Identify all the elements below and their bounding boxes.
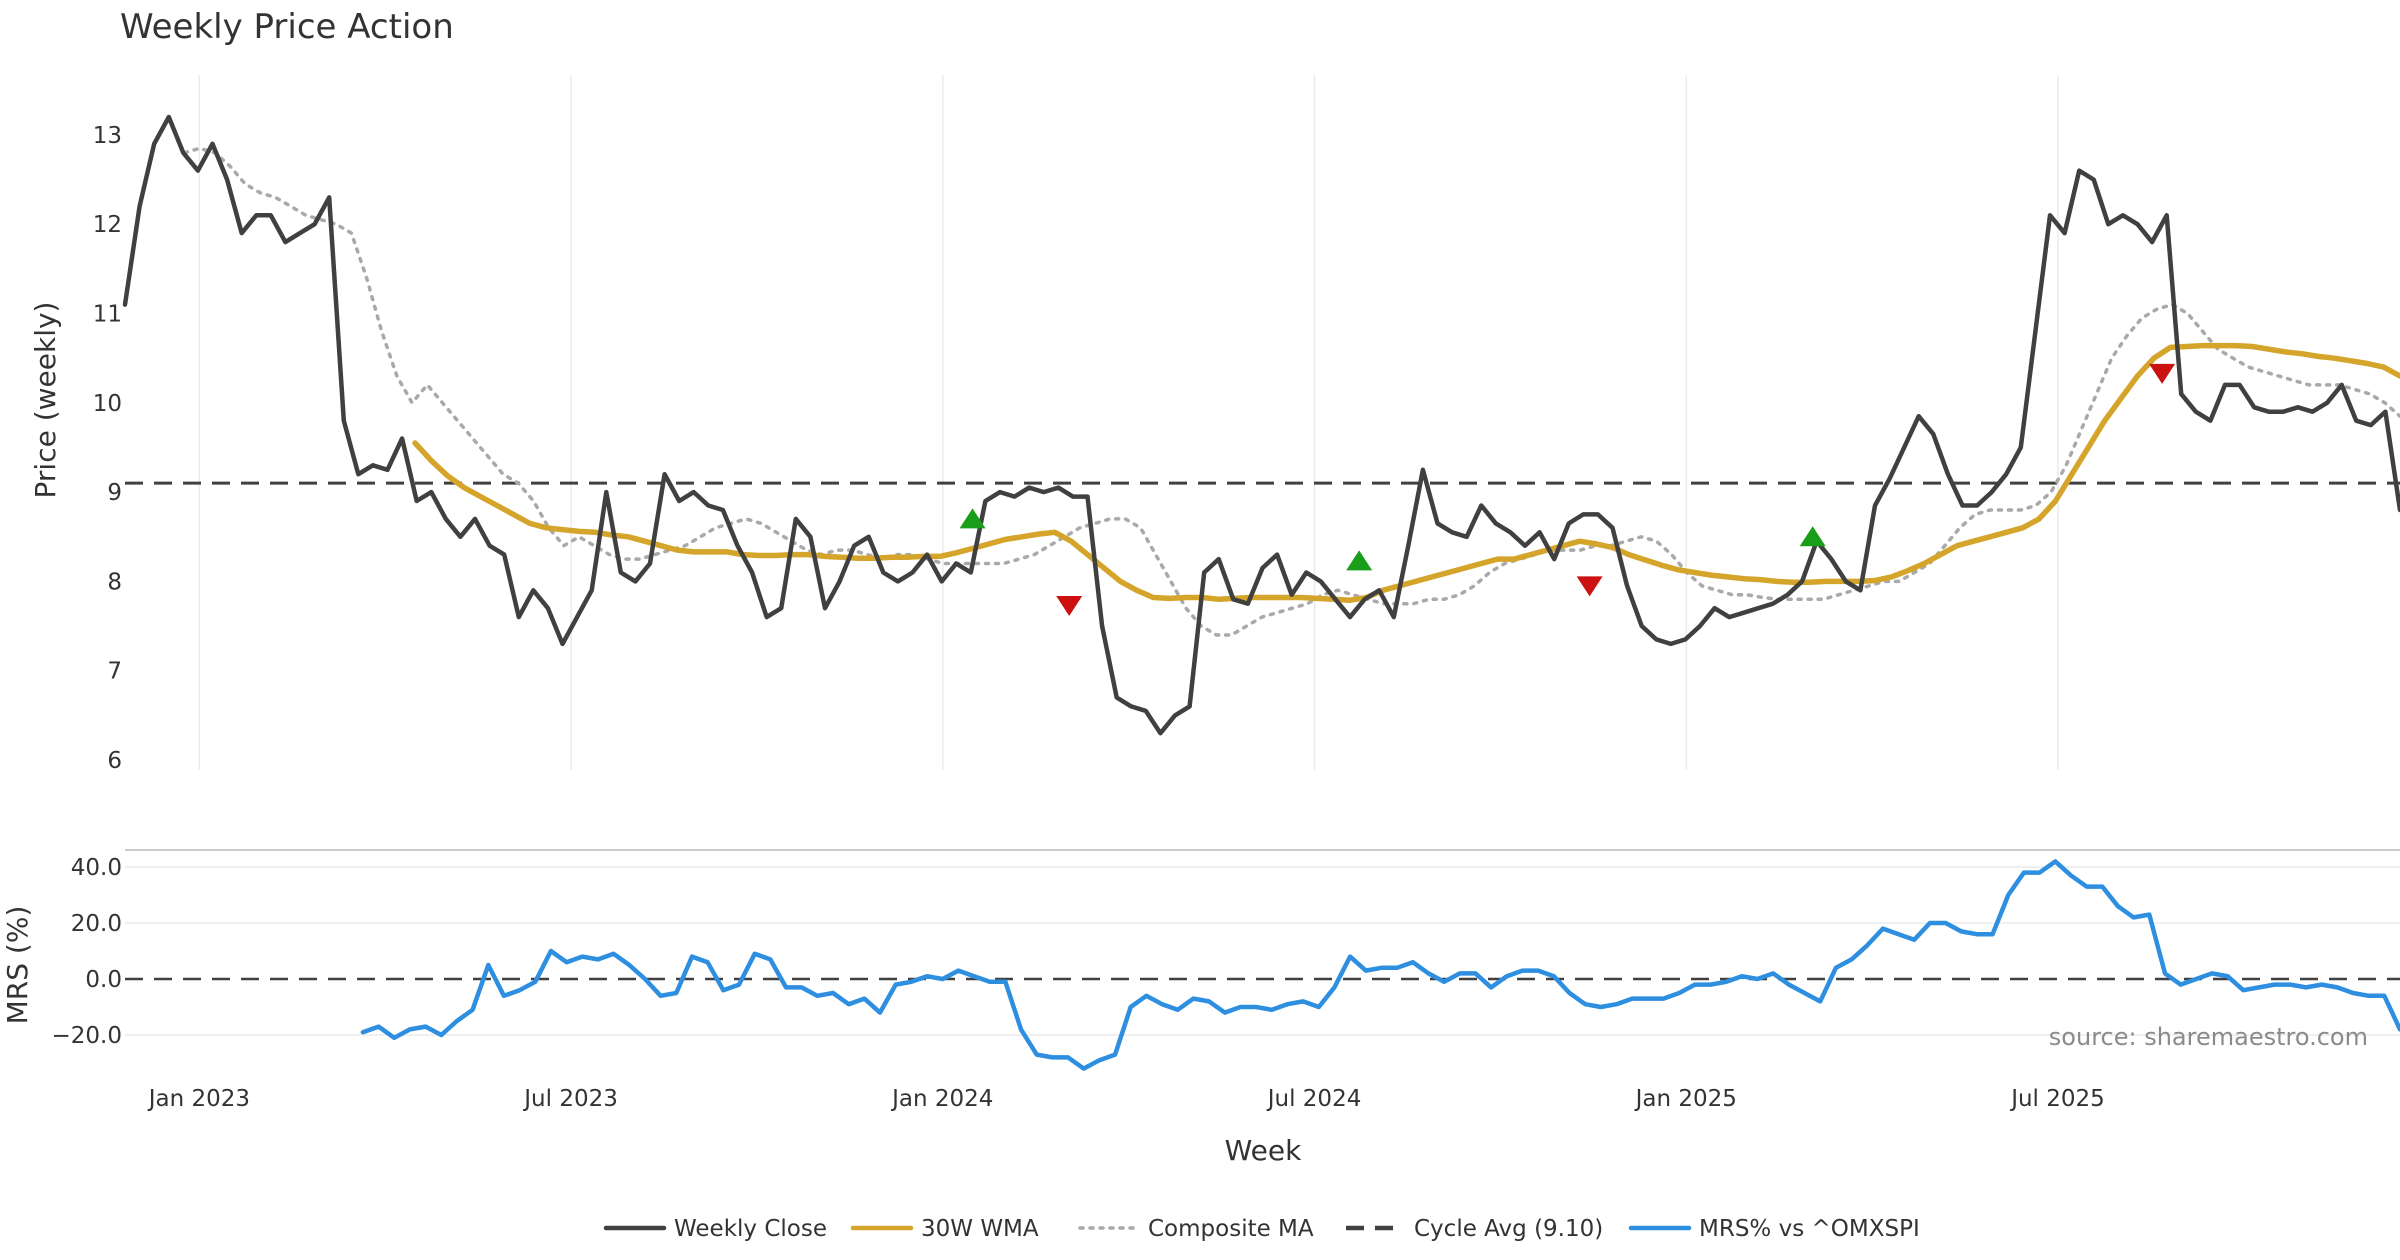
price-y-tick-label: 12 [93,212,122,238]
x-axis-ticks: Jan 2023 Jul 2023 Jan 2024 Jul 2024 Jan 2025… [147,1086,2105,1112]
buy-signal-marker [1799,526,1826,547]
price-y-tick-label: 6 [107,748,122,774]
mrs-panel: −20.0 0.0 20.0 40.0 MRS (%) source: sharema… [1,849,2400,1071]
mrs-y-tick-label: 40.0 [71,855,122,881]
chart-title: Weekly Price Action [120,7,454,47]
legend-label: Composite MA [1148,1216,1314,1242]
x-tick-label: Jul 2024 [1266,1086,1362,1112]
source-label: source: sharemaestro.com [2049,1023,2368,1051]
mrs-y-tick-label: 0.0 [85,967,122,993]
signal-markers [959,363,2176,617]
price-y-tick-label: 9 [107,480,122,506]
price-y-tick-label: 8 [107,569,122,595]
mrs-y-tick-label: −20.0 [52,1023,122,1049]
x-tick-label: Jul 2023 [522,1086,618,1112]
x-tick-label: Jan 2025 [1634,1086,1737,1112]
legend-label: Weekly Close [674,1216,827,1242]
sell-signal-marker [1576,576,1603,597]
price-y-axis-label: Price (weekly) [29,302,62,499]
price-gridlines [198,75,2059,770]
x-tick-label: Jan 2024 [890,1086,993,1112]
x-tick-label: Jan 2023 [147,1086,250,1112]
sell-signal-marker [2149,363,2176,384]
legend-label: 30W WMA [921,1216,1039,1242]
x-tick-label: Jul 2025 [2009,1086,2105,1112]
mrs-y-ticks: −20.0 0.0 20.0 40.0 [52,855,122,1049]
price-y-tick-label: 7 [107,659,122,685]
series-30w-wma [412,342,2400,603]
sell-signal-marker [1056,596,1083,617]
price-y-tick-label: 11 [93,302,122,328]
series-weekly-close [122,114,2400,736]
price-y-tick-label: 13 [93,123,122,149]
price-panel: 6 7 8 9 10 11 12 13 Price (weekly) [29,75,2400,774]
price-y-tick-label: 10 [93,391,122,417]
legend-label: Cycle Avg (9.10) [1414,1216,1603,1242]
mrs-y-tick-label: 20.0 [71,911,122,937]
buy-signal-marker [959,508,986,529]
x-axis-label: Week [1225,1134,1302,1167]
series-composite-ma [182,146,2400,637]
price-y-ticks: 6 7 8 9 10 11 12 13 [93,123,122,774]
mrs-y-axis-label: MRS (%) [1,906,34,1025]
mrs-gridlines [125,866,2400,1036]
series-mrs [360,859,2400,1071]
legend: Weekly Close 30W WMA Composite MA Cycle Avg… [603,1216,1920,1242]
legend-label: MRS% vs ^OMXSPI [1699,1216,1920,1242]
buy-signal-marker [1346,550,1373,571]
